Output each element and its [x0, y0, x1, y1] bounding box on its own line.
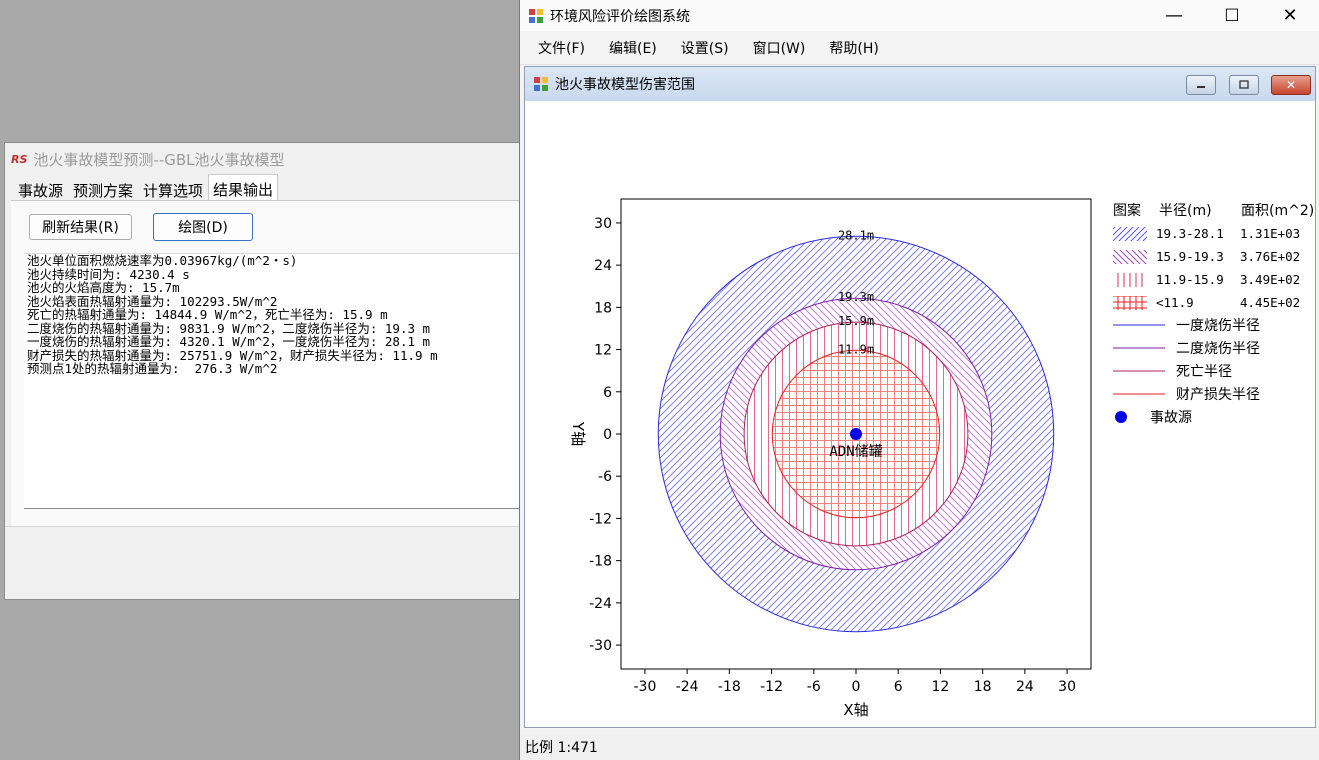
x-axis-label: X轴 [843, 701, 868, 719]
draw-button[interactable]: 绘图(D) [153, 213, 253, 241]
x-tick-label: -18 [718, 679, 741, 695]
legend-area: 4.45E+02 [1240, 295, 1300, 310]
tab-source[interactable]: 事故源 [18, 182, 64, 200]
legend-range: 15.9-19.3 [1156, 249, 1224, 264]
radius-label: 28.1m [838, 228, 874, 242]
x-tick-label: 24 [1016, 679, 1034, 695]
child-minimize-button[interactable] [1186, 75, 1216, 95]
tab-scheme[interactable]: 预测方案 [73, 182, 134, 200]
legend-swatch [1113, 273, 1147, 287]
legend-header: 半径(m) [1159, 203, 1212, 219]
dialog-titlebar[interactable]: RS 池火事故模型预测--GBL池火事故模型 [5, 143, 523, 175]
result-line: 池火单位面积燃烧速率为0.03967kg/(m^2・s) [27, 253, 298, 268]
legend-range: 11.9-15.9 [1156, 272, 1224, 287]
y-tick-label: -6 [598, 469, 612, 485]
legend-source-label: 事故源 [1150, 410, 1192, 426]
dialog-title: 池火事故模型预测--GBL池火事故模型 [33, 150, 285, 169]
legend-line-label: 死亡半径 [1176, 364, 1232, 380]
result-line: 财产损失的热辐射通量为: 25751.9 W/m^2，财产损失半径为: 11.9… [27, 347, 438, 363]
radius-label: 11.9m [838, 342, 874, 356]
child-window: 池火事故模型伤害范围 ✕ 28.1m 19.3m 15.9m 11.9m ADN储罐 -3… [524, 66, 1316, 728]
child-close-button[interactable]: ✕ [1271, 75, 1311, 95]
x-tick-label: 0 [852, 679, 861, 695]
x-tick-label: -12 [760, 679, 783, 695]
y-tick-label: -12 [589, 511, 612, 527]
y-tick-label: -24 [589, 596, 612, 612]
y-tick-label: -18 [589, 554, 612, 570]
pool-fire-dialog: RS 池火事故模型预测--GBL池火事故模型 事故源 预测方案 计算选项 结果输… [4, 142, 524, 600]
minimize-button[interactable]: — [1165, 5, 1183, 26]
menu-edit[interactable]: 编辑(E) [608, 40, 657, 57]
menu-settings[interactable]: 设置(S) [680, 40, 729, 57]
x-tick-label: -6 [807, 679, 821, 695]
menu-help[interactable]: 帮助(H) [829, 40, 879, 57]
main-title: 环境风险评价绘图系统 [550, 8, 690, 25]
y-tick-label: 12 [594, 343, 612, 359]
y-tick-label: 0 [603, 427, 612, 443]
result-textbox[interactable]: 池火单位面积燃烧速率为0.03967kg/(m^2・s) 池火持续时间为: 423… [24, 253, 523, 509]
legend-line-label: 二度烧伤半径 [1176, 341, 1260, 357]
legend-range: <11.9 [1156, 295, 1194, 310]
x-tick-label: -30 [633, 679, 656, 695]
result-line: 死亡的热辐射通量为: 14844.9 W/m^2，死亡半径为: 15.9 m [27, 307, 388, 322]
tab-options[interactable]: 计算选项 [143, 182, 204, 200]
main-window: 环境风险评价绘图系统 — ☐ ✕ 文件(F) 编辑(E) 设置(S) 窗口(W)… [519, 0, 1319, 760]
hazard-range-chart: 28.1m 19.3m 15.9m 11.9m ADN储罐 -30 -24 -18 -12 -6 0… [569, 198, 1314, 719]
accident-source-marker [850, 428, 862, 440]
menu-file[interactable]: 文件(F) [538, 40, 585, 57]
child-restore-button[interactable] [1229, 75, 1259, 95]
legend-area: 1.31E+03 [1240, 226, 1300, 241]
x-tick-label: 6 [894, 679, 903, 695]
legend-range: 19.3-28.1 [1156, 226, 1224, 241]
y-tick-label: 24 [594, 258, 612, 274]
radius-label: 15.9m [838, 314, 874, 328]
x-tick-label: 18 [974, 679, 992, 695]
main-titlebar[interactable]: 环境风险评价绘图系统 [520, 0, 1319, 31]
source-label: ADN储罐 [829, 444, 882, 460]
close-button[interactable]: ✕ [1282, 5, 1298, 26]
y-tick-label: -30 [589, 638, 612, 654]
app-window-icon [528, 8, 544, 24]
y-axis-label: Y轴 [569, 421, 587, 446]
x-tick-label: 30 [1058, 679, 1076, 695]
child-window-icon [533, 76, 549, 92]
y-tick-label: 30 [594, 216, 612, 232]
x-tick-label: 12 [932, 679, 950, 695]
result-line: 二度烧伤的热辐射通量为: 9831.9 W/m^2，二度烧伤半径为: 19.3 … [27, 320, 431, 336]
child-title: 池火事故模型伤害范围 [555, 77, 695, 93]
legend-swatch [1113, 250, 1147, 264]
dialog-tabs: 事故源 预测方案 计算选项 结果输出 [13, 174, 279, 202]
x-tick-label: -24 [676, 679, 699, 695]
legend-swatch [1113, 296, 1147, 310]
result-line: 池火焰表面热辐射通量为: 102293.5W/m^2 [27, 293, 278, 309]
radius-label: 19.3m [838, 290, 874, 304]
app-logo-icon: RS [11, 152, 28, 166]
result-line: 一度烧伤的热辐射通量为: 4320.1 W/m^2，一度烧伤半径为: 28.1 … [27, 334, 431, 349]
result-line: 池火持续时间为: 4230.4 s [27, 266, 190, 282]
result-line: 预测点1处的热辐射通量为: 276.3 W/m^2 [27, 361, 278, 376]
legend-line-label: 一度烧伤半径 [1176, 318, 1260, 334]
legend-header: 图案 [1113, 202, 1141, 219]
legend-header: 面积(m^2) [1241, 203, 1313, 219]
y-tick-label: 18 [594, 300, 612, 316]
tab-output[interactable]: 结果输出 [208, 174, 279, 202]
y-tick-label: 6 [603, 385, 612, 401]
status-bar: 比例 1:471 [520, 734, 1319, 760]
legend-area: 3.76E+02 [1240, 249, 1300, 264]
menu-bar: 文件(F) 编辑(E) 设置(S) 窗口(W) 帮助(H) [520, 31, 1319, 65]
legend-line-label: 财产损失半径 [1176, 387, 1260, 403]
scale-status: 比例 1:471 [525, 740, 598, 756]
legend-swatch [1113, 227, 1147, 241]
legend-area: 3.49E+02 [1240, 272, 1300, 287]
result-line: 池火的火焰高度为: 15.7m [27, 280, 180, 295]
child-titlebar[interactable]: 池火事故模型伤害范围 ✕ [525, 67, 1315, 101]
divider [5, 526, 523, 527]
menu-window[interactable]: 窗口(W) [752, 40, 806, 57]
plot-canvas: 28.1m 19.3m 15.9m 11.9m ADN储罐 -30 -24 -18 -12 -6 0… [527, 101, 1314, 725]
refresh-results-button[interactable]: 刷新结果(R) [29, 214, 132, 240]
maximize-button[interactable]: ☐ [1224, 5, 1240, 26]
legend-source-marker [1115, 411, 1127, 423]
